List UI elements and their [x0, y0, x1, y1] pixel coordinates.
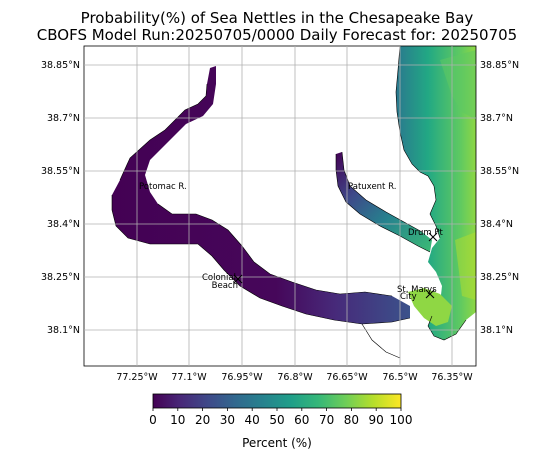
lon-label: 76.5°W: [382, 372, 418, 383]
lon-labels: 77.25°W 77.1°W 76.95°W 76.8°W 76.65°W 76…: [116, 372, 473, 383]
lon-label: 77.1°W: [171, 372, 207, 383]
colorbar-label: Percent (%): [242, 436, 312, 450]
colorbar-tick-labels: 0 10 20 30 40 50 60 70 80 90 100: [149, 413, 412, 427]
colorbar-tick-label: 80: [344, 413, 359, 427]
colorbar-tick-label: 90: [369, 413, 384, 427]
map-frame: [83, 45, 477, 367]
lat-label: 38.55°N: [480, 166, 519, 177]
station-markers: [233, 232, 438, 299]
colorbar-tick-label: 10: [170, 413, 185, 427]
st-marys-marker: [425, 289, 435, 299]
lat-label: 38.85°N: [480, 60, 519, 71]
colorbar-tick-label: 20: [195, 413, 210, 427]
lon-label: 77.25°W: [116, 372, 158, 383]
lat-label: 38.85°N: [41, 60, 80, 71]
place-labels: Potomac R. Patuxent R. Drum Pt Colonial …: [139, 182, 444, 302]
lat-label: 38.55°N: [41, 166, 80, 177]
st-marys-label-1: St. Marys: [397, 285, 437, 295]
shoreline: [111, 46, 467, 359]
lon-label: 76.8°W: [277, 372, 313, 383]
map-title-line2: CBOFS Model Run:20250705/0000 Daily Fore…: [36, 26, 518, 44]
colorbar-tick-label: 40: [245, 413, 260, 427]
water-probability-field: [112, 46, 476, 340]
colorbar-tick-label: 50: [269, 413, 284, 427]
map-title-line1: Probability(%) of Sea Nettles in the Che…: [80, 9, 474, 27]
drum-point-marker: [428, 232, 438, 242]
drum-point-label: Drum Pt: [408, 228, 444, 238]
colorbar-ticks: [152, 408, 402, 411]
lat-label: 38.7°N: [480, 113, 513, 124]
colonial-beach-marker: [233, 274, 243, 284]
lat-label: 38.25°N: [41, 272, 80, 283]
potomac-label: Potomac R.: [139, 182, 187, 192]
patuxent-label: Patuxent R.: [348, 182, 396, 192]
lon-label: 76.95°W: [221, 372, 263, 383]
lat-label: 38.4°N: [47, 219, 80, 230]
colorbar: 0 10 20 30 40 50 60 70 80 90 100 Percent…: [149, 393, 412, 450]
colorbar-tick-label: 30: [220, 413, 235, 427]
lat-label: 38.7°N: [47, 113, 80, 124]
graticule: [84, 46, 476, 366]
lon-label: 76.65°W: [326, 372, 368, 383]
colorbar-tick-label: 0: [149, 413, 157, 427]
st-marys-label-2: City: [400, 292, 417, 302]
lon-label: 76.35°W: [431, 372, 473, 383]
colonial-beach-label-2: Beach: [212, 281, 238, 291]
colorbar-tick-label: 60: [294, 413, 309, 427]
lat-labels-right: 38.85°N 38.7°N 38.55°N 38.4°N 38.25°N 38…: [480, 60, 519, 336]
colorbar-tick-label: 70: [319, 413, 334, 427]
lat-label: 38.4°N: [480, 219, 513, 230]
colorbar-gradient: [152, 393, 402, 409]
lat-label: 38.1°N: [47, 325, 80, 336]
lat-label: 38.25°N: [480, 272, 519, 283]
colonial-beach-label-1: Colonial: [202, 273, 236, 283]
lat-label: 38.1°N: [480, 325, 513, 336]
colorbar-tick-label: 100: [390, 413, 413, 427]
lat-labels-left: 38.85°N 38.7°N 38.55°N 38.4°N 38.25°N 38…: [41, 60, 80, 336]
